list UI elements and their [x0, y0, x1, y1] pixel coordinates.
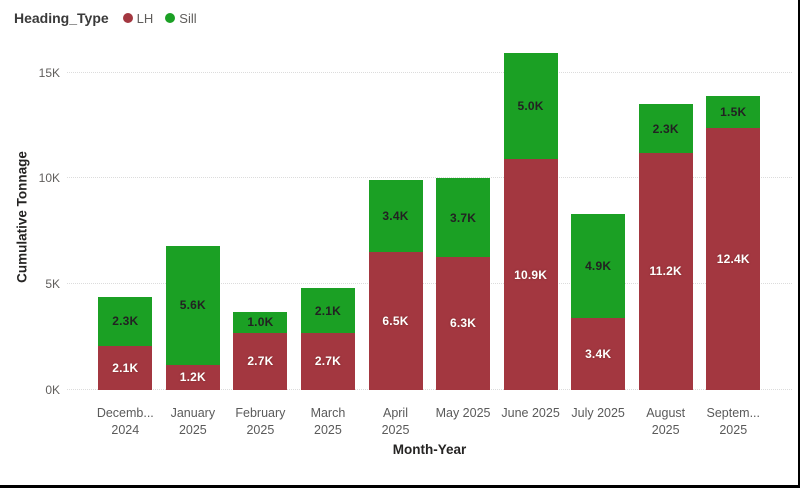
data-label-sill: 5.6K: [179, 298, 206, 313]
x-tick-label: August 2025: [630, 405, 702, 439]
x-tick-line1: February: [235, 406, 286, 420]
legend-item-label: LH: [136, 10, 154, 26]
x-tick-line1: Septem...: [706, 406, 761, 420]
bar-segment-sill[interactable]: 4.9K: [571, 214, 626, 319]
data-label-sill: 2.1K: [314, 303, 342, 318]
data-label-lh: 10.9K: [514, 267, 548, 282]
data-label-sill: 4.9K: [585, 259, 612, 274]
bar-segment-lh[interactable]: 6.5K: [368, 252, 423, 390]
bar-decemb-[interactable]: 2.3K 2.1K: [98, 296, 153, 390]
x-tick-line1: July 2025: [571, 406, 625, 420]
data-label-lh: 2.7K: [247, 354, 274, 369]
legend-item-sill[interactable]: Sill: [165, 10, 197, 26]
data-label-lh: 1.2K: [179, 370, 206, 385]
data-label-sill: 3.7K: [449, 210, 477, 225]
x-tick-line2: 2025: [178, 423, 207, 437]
bar-august[interactable]: 2.3K 11.2K: [638, 104, 693, 390]
bar-segment-lh[interactable]: 11.2K: [638, 152, 693, 390]
bar-february[interactable]: 1.0K 2.7K: [233, 311, 288, 390]
gridline-0K: [67, 389, 792, 390]
data-label-lh: 2.7K: [314, 354, 342, 369]
data-label-sill: 2.3K: [112, 314, 139, 329]
gridline-15K: [67, 71, 792, 73]
x-tick-line1: April: [382, 406, 408, 420]
data-label-sill: 1.0K: [247, 315, 274, 330]
bar-segment-sill[interactable]: 1.5K: [706, 95, 761, 128]
bar-april[interactable]: 3.4K 6.5K: [368, 180, 423, 390]
bar-segment-lh[interactable]: 2.7K: [300, 332, 355, 390]
x-tick-label: May 2025: [427, 405, 499, 422]
plot-area: 2.3K 2.1K 5.6K 1.2K 1.0K 2.7K 2.1K 2.7K 3.4K 6.5K…: [67, 45, 792, 390]
x-tick-label: July 2025: [562, 405, 634, 422]
x-tick-label: Septem... 2025: [697, 405, 769, 439]
bar-january[interactable]: 5.6K 1.2K: [165, 246, 220, 390]
data-label-sill: 5.0K: [517, 99, 544, 114]
x-axis-title: Month-Year: [392, 442, 467, 457]
legend-swatch-icon: [165, 13, 176, 23]
data-label-lh: 6.3K: [449, 316, 477, 331]
bar-segment-sill[interactable]: 2.3K: [638, 104, 693, 153]
x-tick-line2: 2025: [381, 423, 410, 437]
bar-segment-sill[interactable]: 3.4K: [368, 180, 423, 253]
x-tick-line1: August: [646, 406, 686, 420]
data-label-lh: 6.5K: [382, 314, 409, 329]
bar-june-2025[interactable]: 5.0K 10.9K: [503, 53, 558, 390]
bar-may-2025[interactable]: 3.7K 6.3K: [436, 178, 491, 390]
legend-item-label: Sill: [179, 10, 197, 26]
data-label-sill: 3.4K: [382, 209, 409, 224]
x-tick-line1: May 2025: [435, 406, 491, 420]
x-tick-label: February 2025: [224, 405, 296, 439]
bar-segment-sill[interactable]: 5.0K: [503, 53, 558, 160]
bar-segment-sill[interactable]: 2.1K: [300, 288, 355, 333]
legend-title: Heading_Type: [14, 10, 109, 26]
bar-segment-lh[interactable]: 10.9K: [503, 159, 558, 390]
x-tick-label: March 2025: [292, 405, 364, 439]
y-tick-label: 0K: [45, 383, 60, 397]
data-label-lh: 3.4K: [585, 347, 612, 362]
legend-swatch-icon: [122, 13, 133, 23]
x-tick-line2: 2025: [651, 423, 680, 437]
legend: Heading_Type LH Sill: [14, 10, 209, 26]
bar-segment-sill[interactable]: 5.6K: [165, 246, 220, 365]
y-tick-label: 5K: [45, 277, 60, 292]
bar-segment-sill[interactable]: 2.3K: [98, 296, 153, 346]
x-tick-line2: 2024: [111, 423, 140, 437]
bar-segment-lh[interactable]: 2.7K: [233, 332, 288, 390]
bar-segment-sill[interactable]: 3.7K: [436, 178, 491, 257]
bar-july-2025[interactable]: 4.9K 3.4K: [571, 214, 626, 390]
x-tick-line2: 2025: [314, 423, 342, 437]
x-tick-line2: 2025: [246, 423, 275, 437]
data-label-sill: 2.3K: [652, 121, 679, 136]
x-tick-label: January 2025: [157, 405, 229, 439]
bar-septem-[interactable]: 1.5K 12.4K: [706, 95, 761, 390]
data-label-sill: 1.5K: [720, 104, 747, 119]
x-tick-line2: 2025: [719, 423, 748, 437]
x-tick-line1: January: [170, 406, 216, 420]
x-tick-line1: March: [310, 406, 346, 420]
bar-segment-lh[interactable]: 12.4K: [706, 127, 761, 390]
x-tick-line1: Decemb...: [96, 406, 154, 420]
data-label-lh: 2.1K: [112, 360, 139, 375]
x-tick-label: Decemb... 2024: [89, 405, 161, 439]
legend-item-lh[interactable]: LH: [122, 10, 154, 26]
y-tick-label: 10K: [38, 171, 60, 186]
gridline-5K: [67, 283, 792, 285]
bar-segment-lh[interactable]: 2.1K: [98, 345, 153, 390]
x-tick-label: April 2025: [360, 405, 432, 439]
bar-march[interactable]: 2.1K 2.7K: [300, 288, 355, 390]
bar-segment-lh[interactable]: 3.4K: [571, 318, 626, 390]
x-tick-label: June 2025: [495, 405, 567, 422]
bar-segment-lh[interactable]: 6.3K: [436, 256, 491, 390]
x-tick-line1: June 2025: [501, 406, 560, 420]
data-label-lh: 11.2K: [649, 264, 682, 279]
bar-segment-sill[interactable]: 1.0K: [233, 311, 288, 333]
gridline-10K: [67, 177, 792, 179]
bar-segment-lh[interactable]: 1.2K: [165, 364, 220, 390]
data-label-lh: 12.4K: [716, 251, 750, 266]
y-tick-label: 15K: [38, 65, 60, 80]
